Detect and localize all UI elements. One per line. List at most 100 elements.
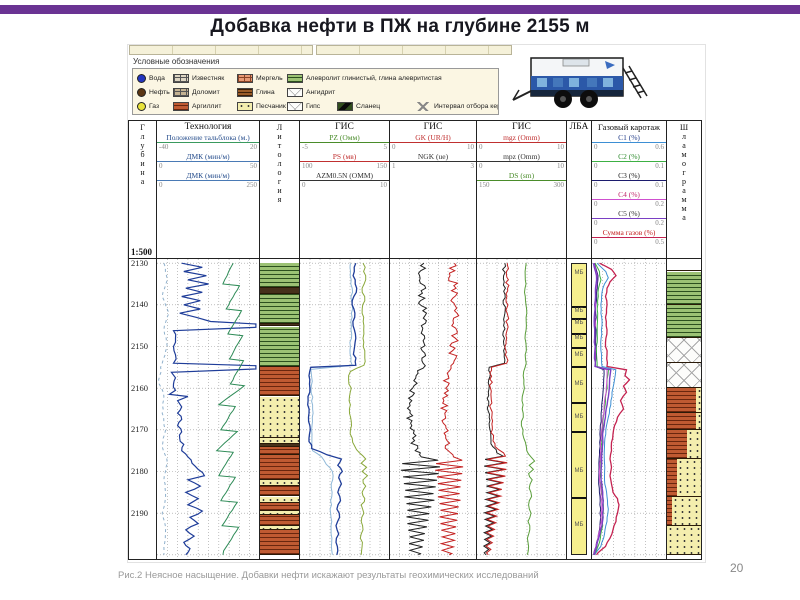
scale-values: 0 50 <box>157 162 259 170</box>
scale-values: -40 20 <box>157 143 259 151</box>
lba-divider <box>572 305 586 308</box>
scale-min: 100 <box>302 162 313 170</box>
legend-item-label: Доломит <box>192 88 220 96</box>
legend-item: Доломит <box>173 87 237 97</box>
depth-scale-note: 1:500 <box>131 247 152 257</box>
scale-min: 1 <box>392 162 396 170</box>
scale-max: 5 <box>383 143 388 151</box>
tech-plot <box>157 259 259 559</box>
shlam-interval <box>677 459 701 497</box>
scale-max: 150 <box>376 162 388 170</box>
lba-column: МБ МБ МБ МБ МБ МБ МБ МБ МБ <box>571 263 587 555</box>
scale-rule <box>390 161 476 162</box>
scale-min: 0 <box>594 238 598 246</box>
legend-item: Известняк <box>173 73 237 83</box>
scale-row: Сумма газов (%) 0 0.5 <box>592 228 666 246</box>
legend-item-label: Ангидрит <box>306 88 336 96</box>
scale-label: C4 (%) <box>618 190 640 199</box>
scale-label: PS (мв) <box>332 152 357 161</box>
track-body-lba: МБ МБ МБ МБ МБ МБ МБ МБ МБ <box>567 259 591 559</box>
scale-values: 0 250 <box>157 181 259 189</box>
track-body-tech <box>157 259 259 559</box>
shlam-interval <box>667 263 701 272</box>
legend-item: Мергель <box>237 73 287 83</box>
scale-label: Сумма газов (%) <box>602 228 656 237</box>
depth-tick-label: 2170 <box>131 424 148 435</box>
track-title-gis2: ГИС <box>423 122 443 132</box>
legend-item-label: Интервал отбора керна <box>434 102 498 110</box>
scale-min: 0 <box>479 162 483 170</box>
scale-min: 0 <box>594 162 598 170</box>
track-gis1: ГИС PZ (Омм) -5 5 PS (мв) 100 150 AZM0.5N (ОММ)… <box>300 121 390 559</box>
lith-interval <box>260 326 299 368</box>
curve-AZM0.5N <box>307 262 358 555</box>
scale-row: Положение тальблока (м.) -40 20 <box>157 133 259 151</box>
scale-values: 0 0.1 <box>592 181 666 189</box>
lith-interval <box>260 454 299 480</box>
lba-divider <box>572 401 586 404</box>
scale-max: 20 <box>250 143 257 151</box>
mud-logging-truck-image <box>512 57 648 108</box>
track-title-gas: Газовый каротаж <box>597 122 661 132</box>
scale-rule <box>477 161 566 162</box>
shlam-interval <box>667 304 701 339</box>
scale-label: mpz (Omm) <box>503 152 540 161</box>
scale-label: NGK (ue) <box>417 152 449 161</box>
scale-max: 10 <box>557 162 564 170</box>
track-gas: Газовый каротаж C1 (%) 0 0.6 C2 (%) 0 0.1 C3 (%… <box>592 121 667 559</box>
legend-swatch-c-gas <box>137 101 146 111</box>
lba-divider <box>572 347 586 350</box>
legend-item-label: Песчаник <box>256 102 286 110</box>
legend-swatch-c-oil <box>137 87 146 97</box>
lith-interval <box>260 486 299 497</box>
legend-item: Алевролит глинистый, глина алевритистая <box>287 73 492 83</box>
scale-row: mpz (Omm) 0 10 <box>477 152 566 170</box>
lba-label: МБ <box>574 468 584 475</box>
scale-rule <box>157 161 259 162</box>
scale-max: 0.5 <box>655 238 664 246</box>
scale-row: C2 (%) 0 0.1 <box>592 152 666 170</box>
curve-DS <box>520 263 536 555</box>
track-title-gis3: ГИС <box>512 122 531 132</box>
lith-interval <box>260 511 299 516</box>
scale-min: -5 <box>302 143 308 151</box>
lith-interval <box>260 502 299 512</box>
scale-row: DS (sm) 150 300 <box>477 171 566 189</box>
scale-max: 3 <box>470 162 475 170</box>
curve-C1 <box>594 262 617 556</box>
lith-interval <box>260 263 299 289</box>
legend-item: Глина <box>237 87 287 97</box>
scale-row: NGK (ue) 1 3 <box>390 152 476 170</box>
legend-item-label: Известняк <box>192 74 225 82</box>
legend-item: Ангидрит <box>287 87 492 97</box>
track-header-gas: Газовый каротаж C1 (%) 0 0.6 C2 (%) 0 0.1 C3 (%… <box>592 121 666 259</box>
scale-rule <box>477 142 566 143</box>
track-gis3: ГИС mgz (Omm) 0 10 mpz (Omm) 0 10 DS (sm) 150 300 <box>477 121 567 559</box>
scale-label: C2 (%) <box>618 152 640 161</box>
track-header-gis1: ГИС PZ (Омм) -5 5 PS (мв) 100 150 AZM0.5N (ОММ)… <box>300 121 389 259</box>
lba-divider <box>572 366 586 369</box>
curve-PZ <box>348 262 369 555</box>
scale-values: 0 0.6 <box>592 143 666 151</box>
legend-item: Аргиллит <box>173 101 237 111</box>
lba-divider <box>572 497 586 500</box>
scale-rule <box>300 142 389 143</box>
lba-divider <box>572 430 586 433</box>
scale-rule <box>157 180 259 181</box>
curve-NGK <box>400 262 441 556</box>
scale-row: C4 (%) 0 0.2 <box>592 190 666 208</box>
scale-row: PZ (Омм) -5 5 <box>300 133 389 151</box>
scale-max: 0.2 <box>655 200 664 208</box>
lith-interval <box>260 515 299 526</box>
scale-min: 0 <box>159 162 163 170</box>
shlam-interval <box>672 496 701 526</box>
scale-max: 50 <box>250 162 257 170</box>
scale-max: 10 <box>380 181 387 189</box>
gis3-plot <box>477 259 566 559</box>
